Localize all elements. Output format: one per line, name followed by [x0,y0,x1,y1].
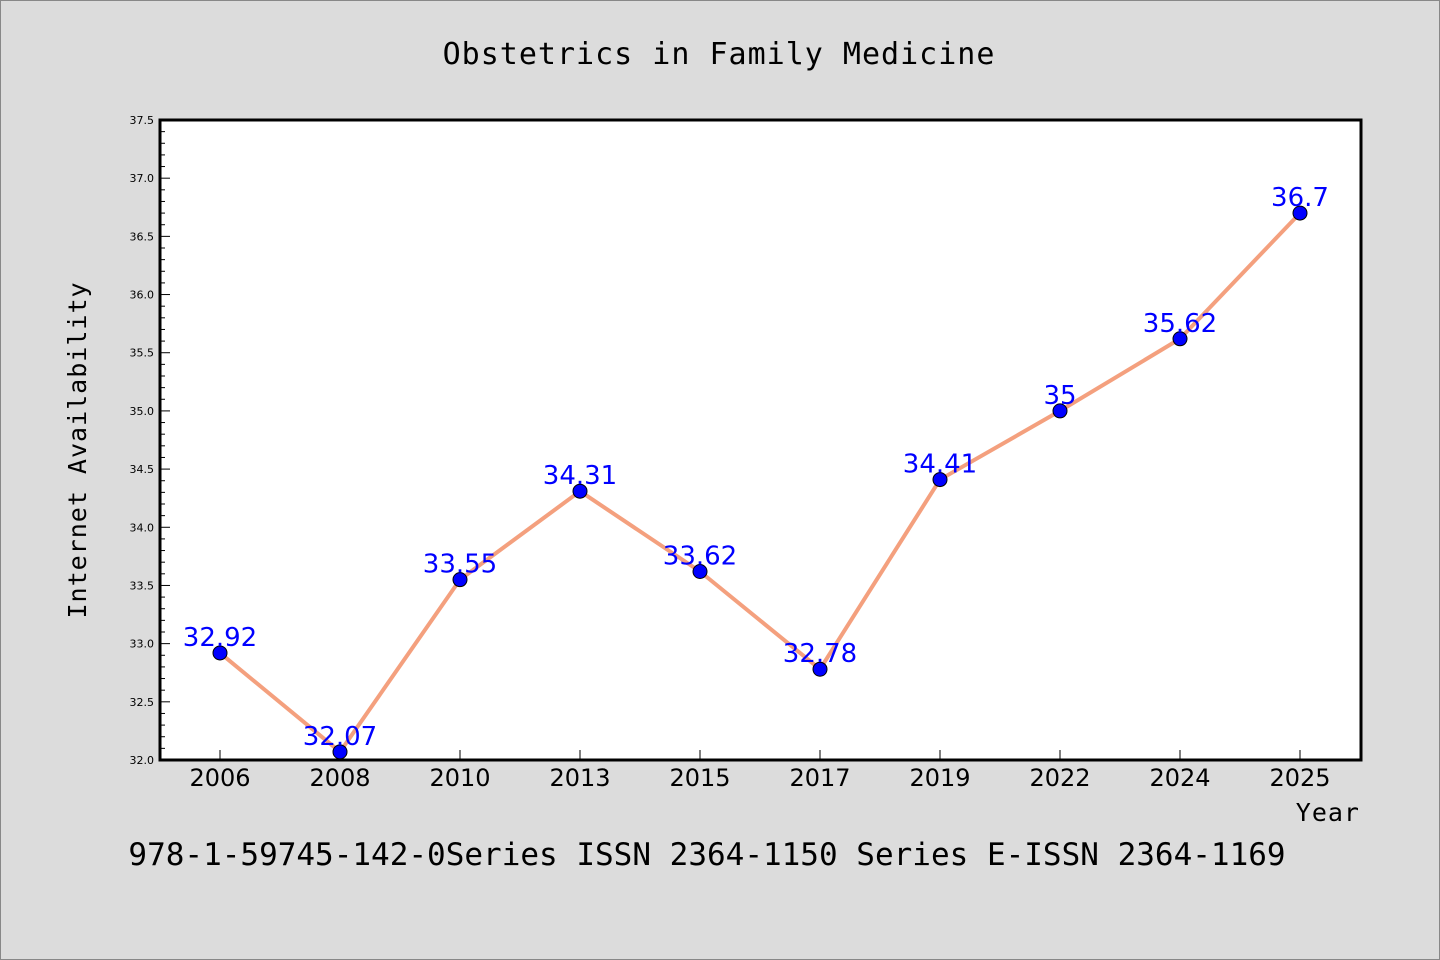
y-tick-label: 32.0 [130,754,155,767]
data-point [572,483,588,499]
data-point [812,661,828,677]
chart-title: Obstetrics in Family Medicine [443,37,996,72]
y-tick-label: 35.5 [130,347,155,360]
x-tick-label: 2017 [789,764,850,792]
y-tick-label: 36.0 [130,289,155,302]
series-line [218,211,1302,754]
data-label: 34.31 [543,461,617,491]
data-point [332,744,348,760]
data-point [1172,331,1188,347]
x-tick-label: 2015 [669,764,730,792]
x-tick-label: 2006 [189,764,250,792]
x-axis-ticks: 2006 2008 2010 2013 2015 2017 2019 2022 2024 2025 [189,750,1331,792]
x-tick-label: 2019 [909,764,970,792]
data-point [692,563,708,579]
x-tick-label: 2010 [429,764,490,792]
y-tick-label: 36.5 [130,230,155,243]
x-tick-label: 2013 [549,764,610,792]
data-label: 32.92 [183,623,257,653]
x-axis-label: Year [1296,798,1360,827]
data-label: 36.7 [1271,183,1329,213]
y-tick-label: 32.5 [130,696,155,709]
data-label: 33.55 [423,550,497,580]
y-tick-label: 33.5 [130,579,155,592]
y-tick-label: 35.0 [130,405,155,418]
y-tick-label: 37.5 [130,114,155,127]
data-point [212,645,228,661]
y-axis-ticks: 32.0 32.5 33.0 33.5 34.0 34.5 35.0 35.5 36.0 36.5… [130,114,170,767]
data-label: 32.78 [783,639,857,669]
plot-area [158,118,1363,762]
data-label: 32.07 [303,722,377,752]
x-tick-label: 2008 [309,764,370,792]
data-point [932,472,948,488]
y-tick-label: 33.0 [130,638,155,651]
y-tick-label: 34.5 [130,463,155,476]
data-label: 35 [1043,381,1076,411]
data-label: 34.41 [903,450,977,480]
x-tick-label: 2024 [1149,764,1210,792]
series-group: 32.92 32.07 33.55 34.31 33.62 32.78 34.41 35 35.… [183,183,1329,760]
data-point [1292,205,1308,221]
y-tick-label: 37.0 [130,172,155,185]
x-tick-label: 2022 [1029,764,1090,792]
x-tick-label: 2025 [1269,764,1330,792]
data-point [452,572,468,588]
data-point [1052,403,1068,419]
footer-isbn-issn: 978-1-59745-142-0Series ISSN 2364-1150 S… [128,837,1285,873]
data-label: 33.62 [663,541,737,571]
y-tick-label: 34.0 [130,521,155,534]
data-label: 35.62 [1143,309,1217,339]
y-axis-label: Internet Availability [63,281,92,618]
